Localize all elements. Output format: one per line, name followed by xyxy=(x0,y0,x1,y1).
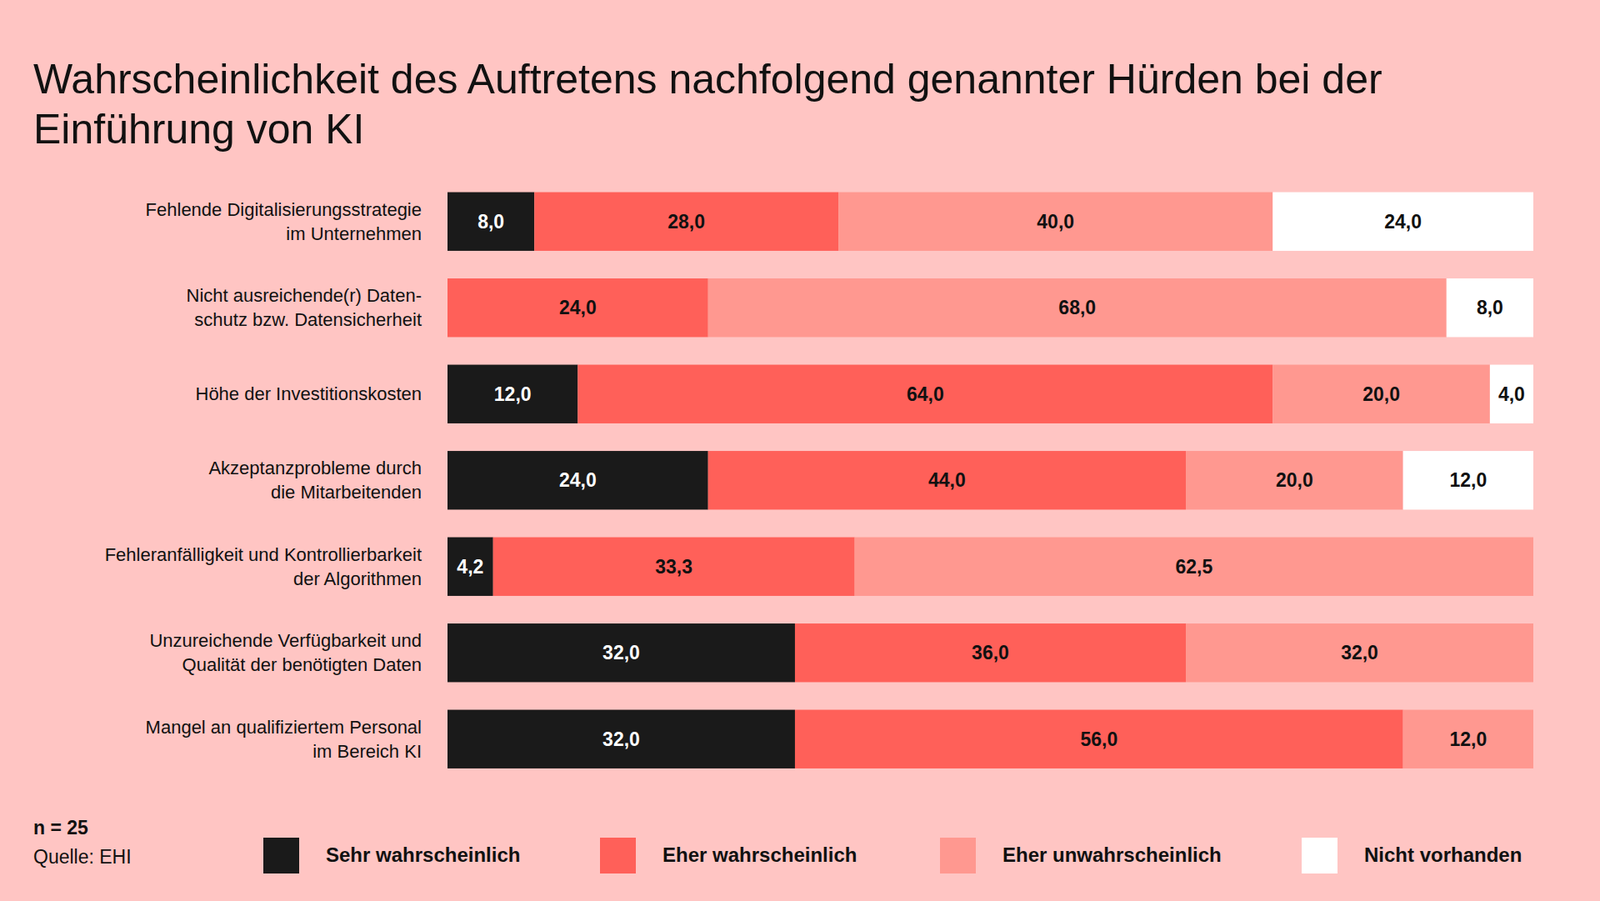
data-label: 33,3 xyxy=(655,555,693,578)
bar-segment xyxy=(1272,192,1534,251)
data-label: 8,0 xyxy=(1476,296,1504,319)
y-tick: Nicht ausreichende(r) Daten-schutz bzw. … xyxy=(186,285,422,330)
y-tick: Akzeptanzprobleme durchdie Mitarbeitende… xyxy=(208,457,422,503)
data-label: 32,0 xyxy=(602,728,640,750)
data-label: 20,0 xyxy=(1362,383,1400,405)
legend-swatch xyxy=(1301,837,1338,874)
legend-label: Nicht vorhanden xyxy=(1364,843,1522,866)
bar-segment xyxy=(447,365,578,424)
bar-segment xyxy=(447,192,535,251)
title: Wahrscheinlichkeit des Auftretens nachfo… xyxy=(33,55,1383,153)
data-label: 24,0 xyxy=(559,296,597,319)
bar-segment xyxy=(447,623,795,682)
data-label: 32,0 xyxy=(602,641,640,664)
background xyxy=(0,0,1600,901)
y-tick-label: Fehleranfälligkeit und Kontrollierbarkei… xyxy=(105,544,422,590)
bars xyxy=(447,192,1534,769)
bar-segment xyxy=(447,710,795,769)
annotation: Quelle: EHI xyxy=(33,845,132,868)
data-label: 4,0 xyxy=(1498,383,1525,405)
bar-segment xyxy=(708,450,1186,510)
y-tick-label: Fehlende Digitalisierungsstrategieim Unt… xyxy=(145,199,422,245)
y-tick: Unzureichende Verfügbarkeit undQualität … xyxy=(149,630,422,675)
y-tick-label: Unzureichende Verfügbarkeit undQualität … xyxy=(149,630,422,675)
data-label: 56,0 xyxy=(1080,728,1118,750)
bar-segment xyxy=(577,365,1273,424)
data-label: 68,0 xyxy=(1058,296,1096,319)
y-axis: Fehlende Digitalisierungsstrategieim Unt… xyxy=(105,199,422,762)
data-label: 28,0 xyxy=(667,210,705,233)
data-label: 4,2 xyxy=(456,555,484,578)
legend-swatch xyxy=(940,837,976,874)
legend-label: Eher unwahrscheinlich xyxy=(1002,843,1222,866)
legend-label: Eher wahrscheinlich xyxy=(662,843,857,866)
data-label: 12,0 xyxy=(1449,469,1487,491)
data-label: 12,0 xyxy=(494,383,532,405)
bar-segment xyxy=(447,450,709,510)
data-label: 20,0 xyxy=(1275,469,1314,491)
annotation: n = 25 xyxy=(33,816,89,839)
bar-segment xyxy=(1403,710,1534,769)
data-labels: 8,0 12,0 24,0 4,2 32,0 32,0 28,0 24,0 64,0 44,0 33… xyxy=(456,210,1525,750)
y-tick: Fehleranfälligkeit und Kontrollierbarkei… xyxy=(105,544,422,590)
y-tick: Mangel an qualifiziertem Personalim Bere… xyxy=(145,716,422,762)
legend-swatch xyxy=(263,837,300,874)
data-label: 24,0 xyxy=(1384,210,1422,233)
y-tick-label: Höhe der Investitionskosten xyxy=(195,383,423,405)
bar-segment xyxy=(1490,365,1534,424)
data-label: 62,5 xyxy=(1175,555,1213,578)
data-label: 44,0 xyxy=(928,469,966,491)
legend-swatch xyxy=(600,837,636,874)
bar-segment xyxy=(534,192,839,251)
bar-segment xyxy=(795,623,1186,682)
bar-segment xyxy=(855,537,1534,596)
data-label: 40,0 xyxy=(1036,210,1075,233)
bar-segment xyxy=(447,278,709,337)
bar-segment xyxy=(1403,450,1534,510)
bar-segment xyxy=(1185,623,1534,682)
bar-segment xyxy=(708,278,1447,337)
y-tick: Fehlende Digitalisierungsstrategieim Unt… xyxy=(145,199,422,245)
data-label: 24,0 xyxy=(559,469,597,491)
legend: Sehr wahrscheinlich Eher wahrscheinlich Eh… xyxy=(263,837,1522,874)
y-tick-label: Nicht ausreichende(r) Daten-schutz bzw. … xyxy=(186,285,422,330)
legend-label: Sehr wahrscheinlich xyxy=(325,843,520,866)
y-tick: Höhe der Investitionskosten xyxy=(195,383,423,405)
bar-segment xyxy=(1272,365,1490,424)
bar-segment xyxy=(1185,450,1404,510)
bar-segment xyxy=(838,192,1273,251)
y-tick-label: Mangel an qualifiziertem Personalim Bere… xyxy=(145,716,422,762)
bar-segment xyxy=(493,537,855,596)
bar-segment xyxy=(795,710,1404,769)
data-label: 64,0 xyxy=(906,383,945,405)
chart: Wahrscheinlichkeit des Auftretens nachfo… xyxy=(0,0,1600,901)
data-label: 36,0 xyxy=(971,641,1010,664)
data-label: 8,0 xyxy=(477,210,505,233)
bar-segment xyxy=(1446,278,1534,337)
data-label: 32,0 xyxy=(1340,641,1379,664)
y-tick-label: Akzeptanzprobleme durchdie Mitarbeitende… xyxy=(208,457,422,503)
data-label: 12,0 xyxy=(1449,728,1487,750)
bar-segment xyxy=(447,537,494,596)
